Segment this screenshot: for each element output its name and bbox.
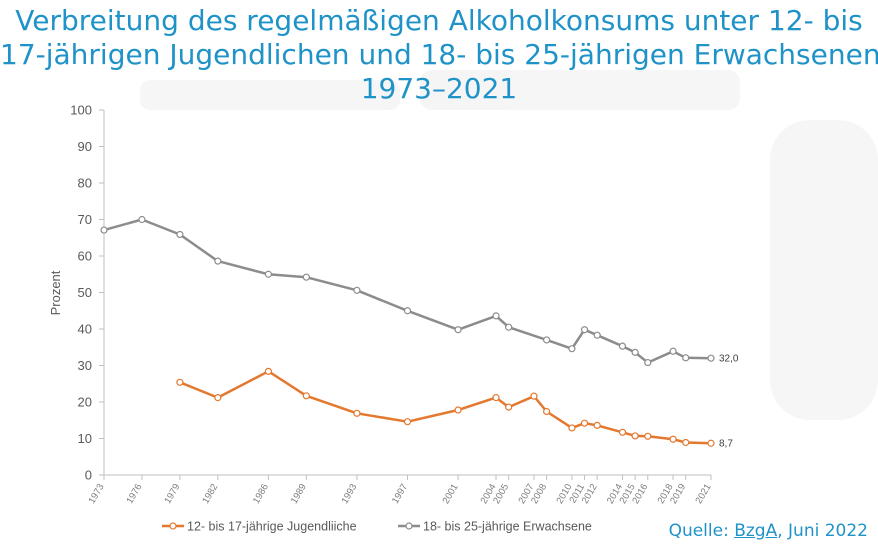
source-prefix: Quelle: <box>668 521 735 541</box>
series-youth: 8,7 <box>176 367 733 450</box>
y-axis-label: Prozent <box>48 270 63 315</box>
series-adult: 32,0 <box>100 215 739 367</box>
legend-item-adult: 18- bis 25-jährige Erwachsene <box>398 520 592 534</box>
data-point <box>505 323 513 331</box>
legend-swatch-marker <box>405 522 413 530</box>
data-point <box>214 257 222 265</box>
y-tick-label: 60 <box>78 249 92 264</box>
data-point <box>214 394 222 402</box>
data-point <box>669 435 677 443</box>
legend-item-youth: 12- bis 17-jährige Jugendliiche <box>162 520 357 534</box>
series-line <box>103 218 712 364</box>
data-point <box>568 424 576 432</box>
end-value-label: 8,7 <box>719 439 733 450</box>
data-point <box>138 215 146 224</box>
data-point <box>631 348 639 356</box>
data-point <box>492 312 500 320</box>
title-line-3: 1973–2021 <box>360 72 518 105</box>
data-point <box>264 367 272 375</box>
x-tick-label: 1982 <box>200 482 220 506</box>
data-point <box>644 432 652 440</box>
data-point <box>530 392 538 400</box>
y-tick-label: 40 <box>78 322 92 337</box>
source-note: Quelle: BzgA, Juni 2022 <box>669 521 868 541</box>
legend-swatch-marker <box>169 522 177 530</box>
data-point <box>669 347 677 355</box>
data-point <box>353 409 361 417</box>
title-line-2: 17-jährigen Jugendlichen und 18- bis 25-… <box>0 38 878 71</box>
data-point <box>568 345 576 353</box>
x-tick-label: 2021 <box>694 482 714 506</box>
x-tick-label: 1986 <box>251 482 271 506</box>
y-tick-label: 90 <box>78 139 92 154</box>
data-point <box>454 326 462 334</box>
y-tick-label: 80 <box>78 176 92 191</box>
data-point <box>644 358 652 367</box>
series-layer: 8,7 32,0 <box>100 215 739 450</box>
x-tick-label: 1976 <box>124 482 144 506</box>
data-point <box>682 354 690 362</box>
legend-label: 18- bis 25-jährige Erwachsene <box>423 520 592 534</box>
y-tick-label: 0 <box>85 468 92 483</box>
end-value-label: 32,0 <box>719 354 739 365</box>
data-point <box>176 230 184 239</box>
y-tick-label: 100 <box>70 103 92 118</box>
data-point <box>593 331 601 339</box>
y-tick-label: 20 <box>78 395 92 410</box>
data-point <box>580 326 589 334</box>
legend: 12- bis 17-jährige Jugendliiche 18- bis 2… <box>162 520 592 534</box>
data-point <box>631 432 639 440</box>
data-point <box>707 439 715 447</box>
data-point <box>264 270 272 278</box>
x-tick-label: 2001 <box>441 482 461 506</box>
y-tick-label: 30 <box>78 358 92 373</box>
legend-label: 12- bis 17-jährige Jugendliiche <box>187 520 357 534</box>
data-point <box>176 378 184 386</box>
x-tick-label: 1979 <box>162 482 182 506</box>
y-tick-label: 70 <box>78 212 92 227</box>
x-tick-label: 1989 <box>289 482 309 506</box>
data-point <box>100 226 108 234</box>
y-tick-label: 50 <box>78 285 92 300</box>
data-point <box>543 336 551 344</box>
data-point <box>618 428 627 436</box>
data-point <box>403 418 412 426</box>
data-point <box>302 273 310 281</box>
data-point <box>454 406 462 414</box>
data-point <box>593 421 601 429</box>
source-org-link[interactable]: BzgA <box>734 521 778 541</box>
data-point <box>682 438 690 447</box>
data-point <box>543 407 551 416</box>
title-line-1: Verbreitung des regelmäßigen Alkoholkons… <box>15 4 863 37</box>
data-point <box>353 286 361 294</box>
axis-layer: 0 10 20 30 40 50 60 70 80 90 100 1973 1976 1979 1982 19… <box>70 103 713 506</box>
series-line <box>179 370 712 445</box>
data-point <box>492 394 500 402</box>
data-point <box>302 392 310 400</box>
data-point <box>580 419 589 427</box>
x-tick-label: 1997 <box>390 482 410 506</box>
chart-title: Verbreitung des regelmäßigen Alkoholkons… <box>0 4 878 106</box>
data-point <box>707 354 715 362</box>
data-point <box>505 403 513 411</box>
source-date: , Juni 2022 <box>777 521 868 541</box>
data-point <box>618 342 627 350</box>
data-point <box>403 307 412 315</box>
y-tick-label: 10 <box>78 431 92 446</box>
x-tick-label: 1973 <box>87 482 107 506</box>
x-tick-label: 1993 <box>339 482 359 506</box>
